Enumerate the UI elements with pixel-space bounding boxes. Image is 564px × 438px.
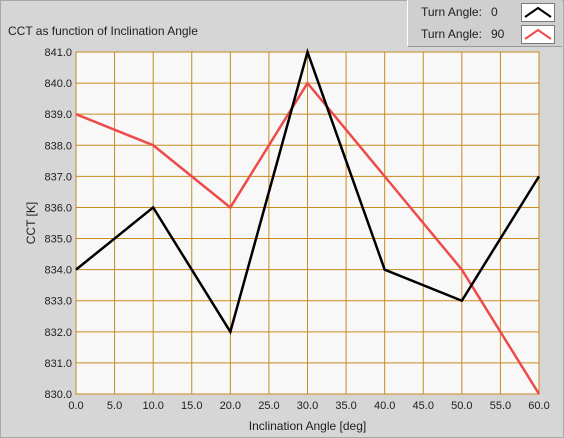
y-tick-label-3: 833.0	[44, 296, 72, 308]
x-tick-label-0: 0.0	[68, 400, 83, 412]
x-tick-label-8: 40.0	[374, 400, 395, 412]
y-tick-label-2: 832.0	[44, 327, 72, 339]
y-tick-label-1: 831.0	[44, 358, 72, 370]
y-tick-label-9: 839.0	[44, 109, 72, 121]
series-line-0	[75, 47, 541, 335]
y-tick-label-5: 835.0	[44, 234, 72, 246]
x-tick-labels: 0.0 5.0 10.0 15.0 20.0 25.0 30.0 35.0 40.0 45.0 50…	[68, 400, 549, 412]
y-tick-label-11: 841.0	[44, 47, 72, 59]
legend-entry-0[interactable]: Turn Angle: 0	[408, 1, 562, 23]
series-lines	[75, 47, 541, 395]
chart-title: CCT as function of Inclination Angle	[8, 24, 198, 38]
y-tick-label-10: 840.0	[44, 78, 72, 90]
y-tick-label-0: 830.0	[44, 389, 72, 401]
y-tick-labels: 830.0 831.0 832.0 833.0 834.0 835.0 836.0 837.0…	[44, 47, 72, 401]
x-tick-label-1: 5.0	[107, 400, 122, 412]
x-axis-label: Inclination Angle [deg]	[249, 419, 366, 433]
x-tick-label-5: 25.0	[258, 400, 279, 412]
y-tick-label-4: 834.0	[44, 265, 72, 277]
series-line-1	[75, 80, 541, 395]
legend-value-0: 0	[491, 5, 498, 19]
y-tick-label-6: 836.0	[44, 202, 72, 214]
x-tick-label-11: 55.0	[490, 400, 511, 412]
legend-value-1: 90	[491, 27, 505, 41]
x-tick-label-4: 20.0	[220, 400, 241, 412]
y-tick-label-8: 838.0	[44, 140, 72, 152]
x-tick-label-7: 35.0	[335, 400, 356, 412]
legend-entry-1[interactable]: Turn Angle: 90	[408, 23, 562, 45]
legend: Turn Angle: 0 Turn Angle: 90	[407, 0, 562, 47]
x-tick-label-12: 60.0	[528, 400, 549, 412]
legend-swatch-0[interactable]	[521, 3, 555, 22]
x-tick-label-9: 45.0	[413, 400, 434, 412]
grid	[75, 51, 540, 395]
legend-label-0: Turn Angle:	[421, 5, 482, 19]
legend-label-1: Turn Angle:	[421, 27, 482, 41]
x-tick-label-10: 50.0	[451, 400, 472, 412]
legend-swatch-1[interactable]	[521, 25, 555, 44]
y-tick-label-7: 837.0	[44, 171, 72, 183]
x-tick-label-6: 30.0	[297, 400, 318, 412]
x-tick-label-3: 15.0	[181, 400, 202, 412]
y-axis-label: CCT [K]	[24, 202, 38, 244]
x-tick-label-2: 10.0	[142, 400, 163, 412]
